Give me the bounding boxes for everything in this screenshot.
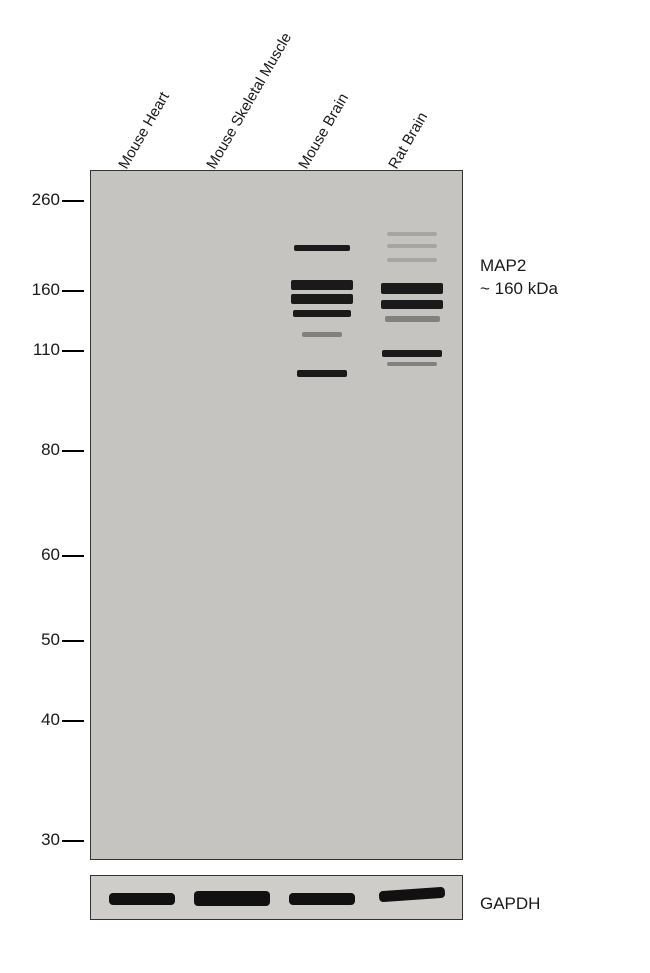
protein-band [291, 294, 353, 304]
western-blot-figure: Mouse Heart Mouse Skeletal MuscleMouse Br… [0, 0, 650, 973]
mw-marker-tick [62, 840, 84, 842]
lane-label: Mouse Skeletal Muscle [203, 30, 295, 172]
mw-marker-label: 110 [10, 340, 60, 360]
protein-band [294, 245, 350, 251]
mw-marker-label: 160 [10, 280, 60, 300]
mw-marker-tick [62, 290, 84, 292]
protein-band [291, 280, 353, 290]
protein-band [293, 310, 351, 317]
protein-band [387, 258, 437, 262]
mw-marker-label: 80 [10, 440, 60, 460]
mw-marker-tick [62, 350, 84, 352]
protein-band [297, 370, 347, 377]
protein-band [387, 244, 437, 248]
mw-marker-tick [62, 555, 84, 557]
target-annotation: MAP2 [480, 255, 526, 277]
mw-marker-tick [62, 200, 84, 202]
protein-band [387, 232, 437, 236]
gapdh-band [194, 891, 270, 906]
gapdh-band [289, 893, 355, 905]
mw-marker-label: 50 [10, 630, 60, 650]
lane-label: Rat Brain [385, 109, 431, 172]
protein-band [387, 362, 437, 366]
protein-band [385, 316, 440, 322]
mw-marker-label: 60 [10, 545, 60, 565]
mw-marker-tick [62, 720, 84, 722]
mw-marker-label: 30 [10, 830, 60, 850]
lane-label: Mouse Heart [115, 89, 173, 172]
main-blot-membrane [90, 170, 463, 860]
mw-marker-label: 40 [10, 710, 60, 730]
gapdh-annotation: GAPDH [480, 893, 540, 915]
mw-marker-tick [62, 450, 84, 452]
protein-band [382, 350, 442, 357]
protein-band [381, 300, 443, 309]
mw-marker-tick [62, 640, 84, 642]
lane-label: Mouse Brain [295, 91, 352, 172]
protein-band [381, 283, 443, 294]
mw-marker-label: 260 [10, 190, 60, 210]
protein-band [302, 332, 342, 337]
gapdh-band [109, 893, 175, 905]
target-annotation: ~ 160 kDa [480, 278, 558, 300]
